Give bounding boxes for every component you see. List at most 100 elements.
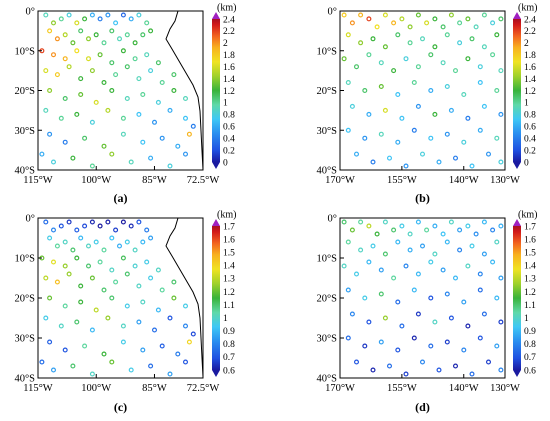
data-point (469, 36, 475, 42)
data-point (448, 219, 454, 225)
data-point (47, 339, 53, 345)
data-point (428, 52, 434, 58)
data-point (440, 267, 446, 273)
data-point (465, 56, 471, 62)
data-point (136, 319, 142, 325)
data-point (171, 87, 177, 93)
data-point (395, 91, 401, 97)
data-point (345, 79, 351, 85)
data-point (366, 259, 372, 265)
colorbar-min-arrow (212, 370, 220, 377)
data-point (140, 299, 146, 305)
colorbar-min-arrow (513, 162, 521, 169)
data-point (74, 20, 80, 26)
data-point (428, 295, 434, 301)
x-tick-label: 140°W (449, 175, 479, 186)
data-point (494, 32, 500, 38)
data-point (465, 323, 471, 329)
data-point (494, 343, 500, 349)
data-point (47, 131, 53, 137)
data-point (93, 307, 99, 313)
colorbar-tick-label: 0.2 (524, 146, 536, 156)
data-point (136, 76, 142, 82)
data-point (395, 299, 401, 305)
data-point (358, 40, 364, 46)
data-point (89, 371, 95, 377)
data-point (399, 323, 405, 329)
x-tick-label: 100°W (81, 175, 111, 186)
data-point (498, 367, 504, 373)
data-point (101, 40, 107, 46)
data-point (175, 143, 181, 149)
data-point (190, 331, 196, 337)
data-point (378, 291, 384, 297)
data-point (85, 56, 91, 62)
data-point (50, 367, 56, 373)
data-point (498, 68, 504, 74)
data-point (109, 295, 115, 301)
data-point (43, 12, 49, 18)
panel-label: (c) (114, 400, 127, 414)
data-point (47, 235, 53, 241)
y-tick-label: 10°S (14, 254, 35, 265)
data-point (148, 68, 154, 74)
data-point (473, 24, 479, 30)
data-point (457, 227, 463, 233)
data-point (362, 135, 368, 141)
data-point (155, 99, 161, 105)
colorbar-tick-label: 0.9 (223, 327, 235, 337)
x-tick-label: 115°W (23, 175, 53, 186)
data-point (354, 359, 360, 365)
data-point (382, 107, 388, 113)
colorbar-unit: (km) (217, 210, 236, 221)
data-point (366, 52, 372, 58)
y-tick-label: 40°S (14, 166, 35, 177)
data-point (70, 247, 76, 253)
data-point (415, 12, 421, 18)
data-point (39, 151, 45, 157)
data-point (498, 16, 504, 22)
data-point (183, 323, 189, 329)
data-point (403, 371, 409, 377)
colorbar-tick-label: 1.4 (223, 75, 235, 85)
colorbar-unit: (km) (518, 210, 537, 221)
data-point (391, 227, 397, 233)
colorbar-tick-label: 2.2 (223, 27, 235, 37)
colorbar-tick-label: 2.2 (524, 27, 536, 37)
data-point (391, 68, 397, 74)
data-point (62, 239, 68, 245)
data-point (43, 315, 49, 321)
colorbar-unit: (km) (518, 3, 537, 14)
data-point (465, 263, 471, 269)
data-point (420, 36, 426, 42)
data-point (116, 243, 122, 249)
data-point (490, 259, 496, 265)
data-point (171, 279, 177, 285)
data-point (444, 291, 450, 297)
data-point (82, 135, 88, 141)
data-point (407, 247, 413, 253)
data-point (97, 223, 103, 229)
data-point (47, 295, 53, 301)
colorbar-tick-label: 1.3 (524, 275, 536, 285)
data-point (481, 103, 487, 109)
data-point (341, 219, 347, 225)
data-point (155, 267, 161, 273)
data-point (120, 323, 126, 329)
data-point (70, 363, 76, 369)
colorbar-tick-label: 1.6 (223, 63, 235, 73)
data-point (444, 32, 450, 38)
colorbar-tick-label: 1.2 (524, 288, 536, 298)
data-point (407, 24, 413, 30)
data-point (132, 56, 138, 62)
y-tick-label: 30°S (14, 126, 35, 137)
data-point (498, 111, 504, 117)
data-point (366, 16, 372, 22)
data-point (62, 263, 68, 269)
data-point (89, 327, 95, 333)
colorbar-max-arrow (212, 219, 220, 226)
data-point (382, 12, 388, 18)
data-point (82, 343, 88, 349)
data-point (116, 36, 122, 42)
